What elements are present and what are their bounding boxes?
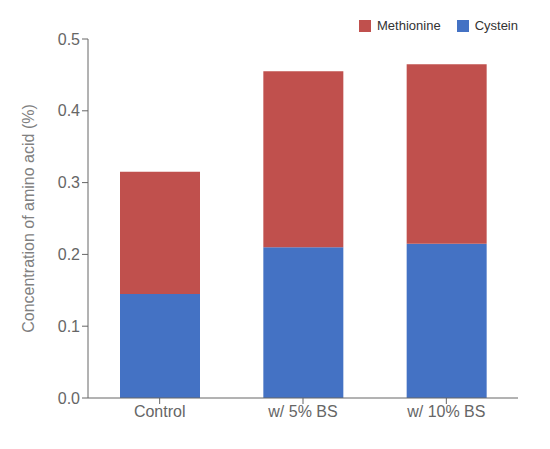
svg-text:w/ 10% BS: w/ 10% BS (406, 403, 485, 420)
svg-text:Control: Control (134, 403, 186, 420)
svg-text:w/ 5% BS: w/ 5% BS (267, 403, 337, 420)
svg-text:0.5: 0.5 (58, 31, 80, 48)
html-text:Cystein: Cystein (474, 18, 518, 33)
svg-text:0.4: 0.4 (58, 102, 80, 119)
svg-text:Concentration of amino acid (%: Concentration of amino acid (%) (20, 104, 37, 333)
svg-text:0.3: 0.3 (58, 174, 80, 191)
svg-text:0.1: 0.1 (58, 318, 80, 335)
svg-text:0.2: 0.2 (58, 246, 80, 263)
svg-text:0.0: 0.0 (58, 390, 80, 407)
html-text:Methionine: Methionine (377, 18, 441, 33)
